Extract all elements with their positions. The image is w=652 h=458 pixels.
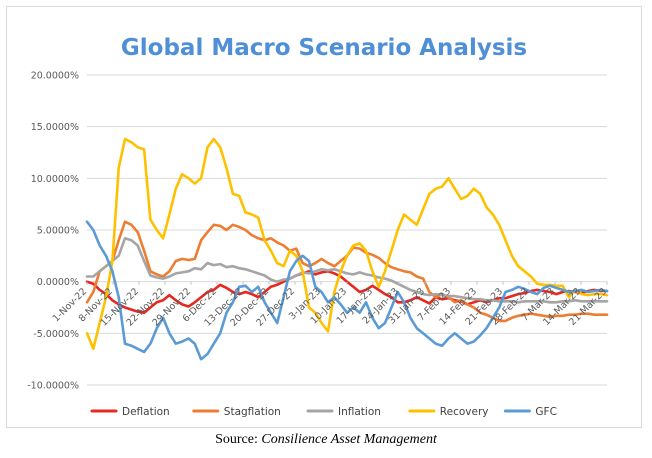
legend: Deflation Stagflation Inflation Recovery GFC [90, 406, 557, 418]
legend-label: Deflation [122, 406, 170, 418]
y-tick-label: 5.0000% [37, 226, 79, 237]
y-tick-label: -10.0000% [27, 381, 79, 392]
legend-label: Inflation [338, 406, 381, 418]
chart-frame: Global Macro Scenario Analysis 20.0000% 1… [6, 6, 642, 428]
y-tick-label: -5.0000% [33, 329, 79, 340]
legend-label: Stagflation [224, 406, 281, 418]
series-line-inflation [85, 237, 609, 304]
series-line-recovery [85, 137, 609, 351]
y-tick-label: 0.0000% [37, 277, 79, 288]
legend-item-recovery: Recovery [408, 406, 489, 418]
series-line-gfc [85, 220, 609, 361]
legend-item-deflation: Deflation [90, 406, 170, 418]
y-tick-label: 10.0000% [31, 174, 79, 185]
series-lines [85, 137, 609, 361]
source-label: Source: [215, 432, 258, 447]
legend-item-stagflation: Stagflation [192, 406, 281, 418]
line-chart: Global Macro Scenario Analysis 20.0000% 1… [27, 35, 609, 418]
source-note: Source: Consilience Asset Management [0, 432, 652, 448]
y-tick-label: 15.0000% [31, 122, 79, 133]
legend-item-gfc: GFC [503, 406, 557, 418]
y-tick-label: 20.0000% [31, 71, 79, 82]
y-axis-ticks: 20.0000% 15.0000% 10.0000% 5.0000% 0.0000% -5… [27, 71, 79, 392]
legend-label: Recovery [440, 406, 489, 418]
legend-label: GFC [535, 406, 557, 418]
chart-title: Global Macro Scenario Analysis [121, 35, 527, 61]
legend-item-inflation: Inflation [306, 406, 381, 418]
source-name: Consilience Asset Management [261, 432, 437, 447]
